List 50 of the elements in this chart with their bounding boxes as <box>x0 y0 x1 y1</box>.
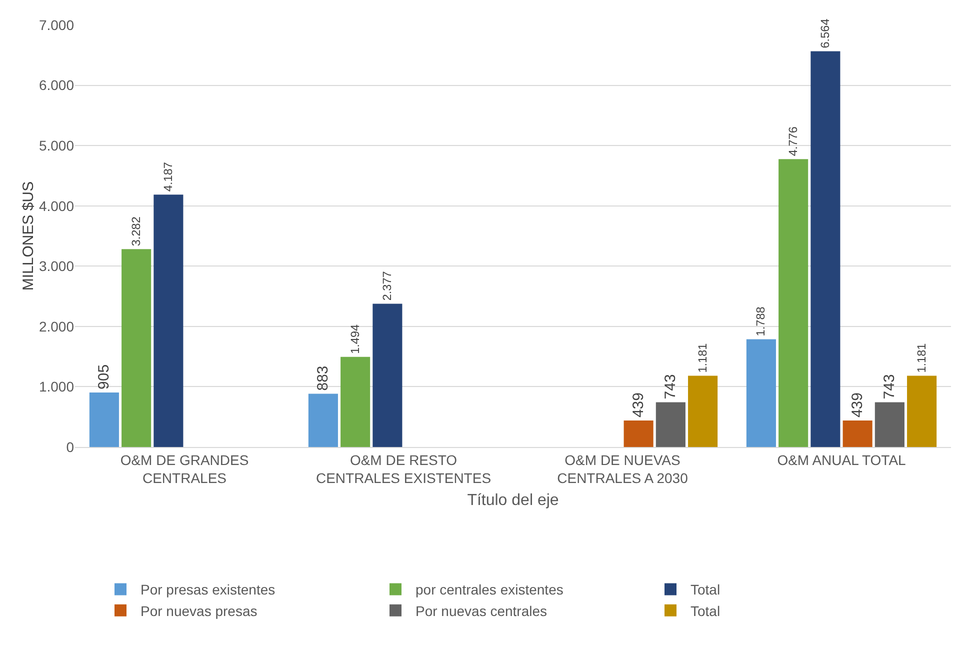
bar <box>372 304 402 447</box>
y-tick-label: 0 <box>66 438 74 455</box>
bar <box>89 392 119 447</box>
data-label: 3.282 <box>128 216 143 246</box>
data-label: 439 <box>849 392 866 418</box>
bar <box>656 402 686 447</box>
legend-label: Total <box>690 582 720 598</box>
legend-label: Por nuevas presas <box>140 602 258 619</box>
legend-label: Por presas existentes <box>140 582 276 598</box>
data-label: 743 <box>881 374 898 400</box>
y-tick-label: 1.000 <box>38 378 74 395</box>
legend-label: Por nuevas centrales <box>416 602 548 619</box>
data-label: 439 <box>630 392 648 418</box>
bar <box>842 420 872 447</box>
y-tick-label: 5.000 <box>38 137 74 154</box>
data-label: 1.181 <box>914 343 928 373</box>
data-label: 1.181 <box>695 343 710 373</box>
bar <box>778 159 808 447</box>
bar <box>874 402 904 447</box>
data-label: 6.564 <box>818 18 832 48</box>
data-label: 1.788 <box>754 306 768 336</box>
y-tick-label: 7.000 <box>38 16 74 33</box>
data-label: 743 <box>662 374 680 400</box>
x-tick-label: O&M DE GRANDES CENTRALES <box>120 452 249 486</box>
data-label: 4.187 <box>160 162 175 192</box>
y-tick-label: 6.000 <box>38 77 74 94</box>
bar <box>122 249 152 447</box>
data-label: 1.494 <box>348 324 362 354</box>
data-label: 4.776 <box>786 126 800 156</box>
bar <box>907 376 937 447</box>
bar <box>746 339 776 447</box>
data-label: 2.377 <box>380 271 394 301</box>
y-tick-label: 3.000 <box>38 258 74 274</box>
bar <box>308 394 338 447</box>
x-tick-label: O&M ANUAL TOTAL <box>777 452 906 468</box>
y-tick-label: 4.000 <box>38 198 74 214</box>
legend-label: por centrales existentes <box>416 582 564 598</box>
x-tick-label: O&M DE NUEVAS CENTRALES A 2030 <box>557 452 688 486</box>
bar <box>688 376 718 447</box>
x-tick-label: O&M DE RESTO CENTRALES EXISTENTES <box>316 452 492 486</box>
data-label: 905 <box>96 364 113 390</box>
y-axis-title: MILLONES $US <box>20 181 37 291</box>
data-label: 883 <box>314 366 332 391</box>
x-axis-title: Título del eje <box>467 492 559 509</box>
bar <box>810 51 840 447</box>
y-tick-label: 2.000 <box>38 318 74 334</box>
bar <box>340 356 370 447</box>
bar <box>154 194 184 447</box>
legend-label: Total <box>690 602 720 619</box>
bar <box>624 420 654 447</box>
